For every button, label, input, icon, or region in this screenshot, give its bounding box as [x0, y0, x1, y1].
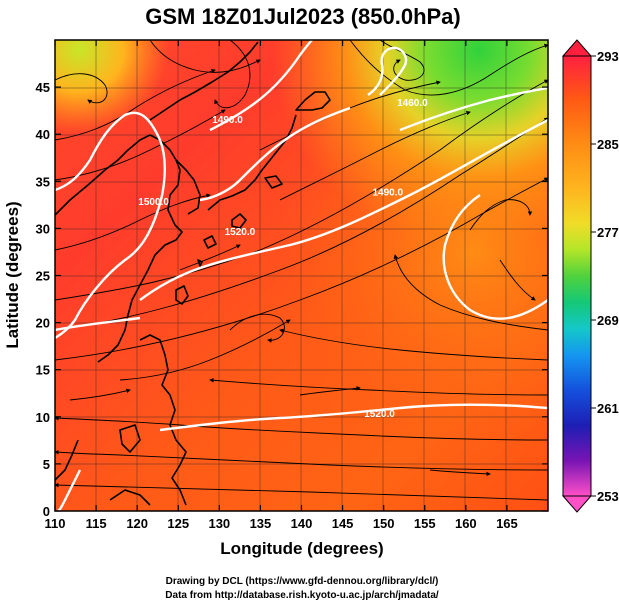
map-title: GSM 18Z01Jul2023 (850.0hPa)	[145, 4, 461, 29]
x-tick-label: 135	[250, 516, 272, 531]
height-contours	[55, 40, 548, 511]
y-axis-ticks: 0 5 10 15 20 25 30 35 40 45	[36, 80, 548, 519]
colorbar-label: 285	[597, 137, 619, 152]
colorbar-top-arrow	[561, 39, 593, 57]
y-tick-label: 0	[43, 504, 50, 519]
contour-label: 1500.0	[138, 197, 169, 208]
wind-streamlines	[55, 40, 548, 501]
y-tick-label: 35	[36, 174, 50, 189]
colorbar-label: 253	[597, 489, 619, 504]
contour-label: 1460.0	[397, 98, 428, 109]
contour-label: 1490.0	[212, 115, 243, 126]
x-tick-label: 150	[373, 516, 395, 531]
x-tick-label: 165	[496, 516, 518, 531]
colorbar-label: 277	[597, 225, 619, 240]
y-tick-label: 10	[36, 410, 50, 425]
x-axis-label: Longitude (degrees)	[220, 539, 383, 558]
contour-label: 1520.0	[364, 409, 395, 420]
x-tick-label: 130	[208, 516, 230, 531]
colorbar-label: 269	[597, 313, 619, 328]
y-tick-label: 45	[36, 80, 50, 95]
colorbar-label: 293	[597, 49, 619, 64]
y-tick-label: 20	[36, 316, 50, 331]
x-tick-label: 140	[291, 516, 313, 531]
colorbar-label: 261	[597, 401, 619, 416]
lat-lon-grid	[55, 40, 548, 511]
y-tick-label: 5	[43, 457, 50, 472]
x-tick-label: 160	[455, 516, 477, 531]
y-tick-label: 30	[36, 221, 50, 236]
x-tick-label: 110	[45, 516, 66, 531]
colorbar: 293 285 277 269 261 253	[561, 39, 619, 513]
contour-label: 1490.0	[372, 187, 403, 198]
credit-data-source: Data from http://database.rish.kyoto-u.a…	[165, 590, 439, 601]
colorbar-bottom-arrow	[561, 495, 593, 513]
map-plot-area: 1520.0 1520.0 1490.0 1460.0 1500.0 1490.0	[55, 40, 548, 511]
x-tick-label: 120	[126, 516, 148, 531]
credit-drawing: Drawing by DCL (https://www.gfd-dennou.o…	[166, 576, 439, 587]
coastlines	[55, 41, 331, 506]
x-tick-label: 115	[86, 516, 107, 531]
y-tick-label: 15	[36, 363, 50, 378]
x-tick-label: 155	[414, 516, 436, 531]
colorbar-scale	[562, 55, 592, 497]
contour-labels: 1520.0 1520.0 1490.0 1460.0 1500.0 1490.0	[138, 98, 428, 420]
contour-label: 1520.0	[225, 227, 256, 238]
colorbar-labels: 293 285 277 269 261 253	[591, 49, 619, 504]
x-tick-label: 145	[332, 516, 354, 531]
x-axis-ticks: 110 115 120 125 130 135 140 145 150 155 160 165	[45, 40, 518, 531]
x-tick-label: 125	[167, 516, 189, 531]
y-axis-label: Latitude (degrees)	[3, 201, 22, 348]
y-tick-label: 25	[36, 269, 50, 284]
y-tick-label: 40	[36, 127, 50, 142]
